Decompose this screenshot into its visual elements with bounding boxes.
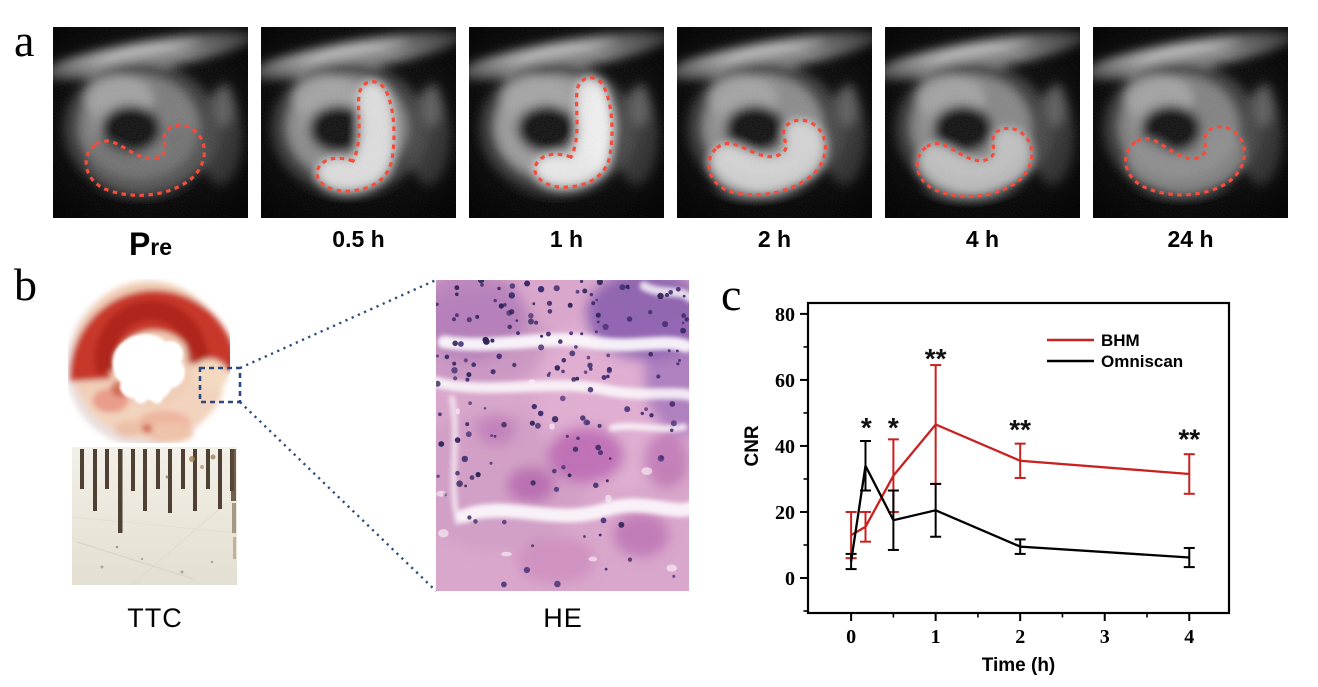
time-label: 2 h (757, 226, 792, 252)
panel-b-label: b (14, 259, 37, 310)
roi-dotted-outline (84, 123, 206, 197)
svg-text:40: 40 (775, 436, 795, 458)
series-omniscan (845, 439, 1195, 571)
svg-text:**: ** (1178, 424, 1200, 455)
he-caption: HE (543, 603, 583, 633)
series-bhm (845, 364, 1195, 560)
cardiac-mri-image-pre: Pre (53, 27, 248, 263)
callout-line-top (239, 278, 437, 370)
panel-a-label: a (14, 15, 35, 66)
ttc-stain-photo (68, 281, 230, 443)
legend-label-omniscan: Omniscan (1101, 352, 1183, 371)
mri-scan-graphic (261, 27, 456, 218)
chart-legend: BHM Omniscan (1047, 331, 1183, 371)
cardiac-mri-image-05h: 0.5 h (261, 27, 456, 263)
svg-text:2: 2 (1015, 626, 1025, 648)
he-stain-photo (436, 280, 689, 591)
time-label: 24 h (1167, 226, 1214, 252)
callout-line-bottom (239, 401, 437, 592)
series-line-bhm (850, 423, 1190, 537)
svg-text:*: * (861, 412, 872, 443)
cardiac-mri-image-2h: 2 h (677, 27, 872, 263)
time-label: 1 h (549, 226, 584, 252)
mri-scan-graphic (885, 27, 1080, 218)
svg-text:**: ** (1009, 414, 1031, 445)
svg-text:3: 3 (1100, 626, 1110, 648)
y-axis-label: CNR (742, 425, 763, 466)
roi-dotted-outline (915, 126, 1034, 198)
cardiac-mri-image-4h: 4 h (885, 27, 1080, 263)
magnification-callout (198, 278, 437, 592)
ttc-caption: TTC (127, 603, 183, 633)
roi-dotted-outline (707, 118, 828, 197)
cardiac-mri-image-24h: 24 h (1093, 27, 1288, 263)
svg-text:**: ** (925, 343, 947, 374)
svg-text:*: * (888, 412, 899, 443)
svg-text:4: 4 (1184, 626, 1194, 648)
significance-annotations: * ***** ** (861, 343, 1200, 455)
he-nuclei (436, 280, 689, 588)
ruler-photo (72, 447, 237, 585)
svg-text:1: 1 (931, 626, 941, 648)
chart-axes: 0 20 40 60 80 0 1 2 3 4 (775, 301, 1231, 648)
legend-label-bhm: BHM (1101, 331, 1140, 350)
series-line-omniscan (849, 462, 1190, 562)
time-label: Pre (128, 226, 173, 262)
mri-scan-graphic (53, 27, 248, 218)
svg-text:0: 0 (846, 626, 856, 648)
mri-scan-graphic (1093, 27, 1288, 218)
mri-scan-graphic (677, 27, 872, 218)
ruler-ticks (80, 449, 234, 533)
roi-dashed-square (198, 366, 242, 404)
ruler-smudges (100, 449, 236, 574)
x-axis-label: Time (h) (982, 655, 1056, 676)
cardiac-mri-image-1h: 1 h (469, 27, 664, 263)
svg-text:60: 60 (775, 370, 795, 392)
mri-scan-graphic (469, 27, 664, 218)
time-label: 0.5 h (332, 226, 385, 252)
mri-image-row: Pre 0.5 h 1 h 2 h 4 h 24 h (53, 27, 1293, 263)
roi-dotted-outline (1124, 125, 1246, 197)
svg-text:0: 0 (785, 568, 795, 590)
svg-text:80: 80 (775, 304, 795, 326)
panel-c-label: c (721, 269, 742, 320)
svg-text:20: 20 (775, 502, 795, 524)
time-label: 4 h (965, 226, 1000, 252)
